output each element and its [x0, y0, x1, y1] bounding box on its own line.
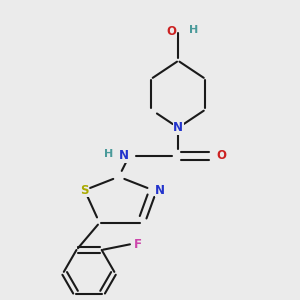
- Text: S: S: [80, 184, 89, 196]
- Text: F: F: [134, 238, 142, 250]
- Text: O: O: [167, 25, 177, 38]
- Text: N: N: [119, 149, 129, 162]
- Text: H: H: [189, 25, 198, 34]
- Text: O: O: [217, 149, 227, 162]
- Text: N: N: [173, 121, 183, 134]
- Text: N: N: [155, 184, 165, 196]
- Text: H: H: [103, 148, 113, 159]
